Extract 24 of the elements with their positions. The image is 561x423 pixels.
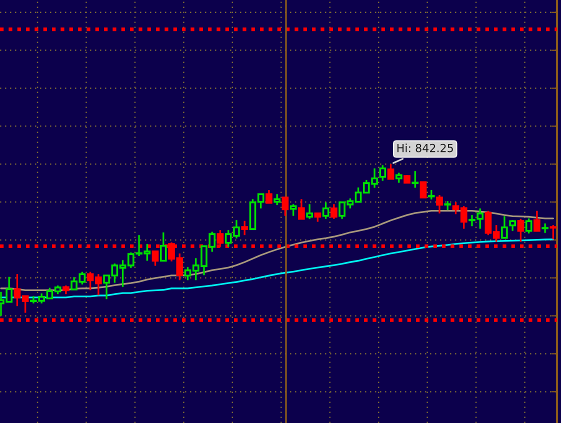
candlestick [160, 232, 167, 262]
candlestick [501, 215, 508, 239]
candlestick [298, 198, 305, 220]
candlestick [542, 222, 548, 234]
candlestick [266, 189, 272, 204]
candlestick [420, 181, 427, 198]
candlestick [387, 163, 394, 180]
candlestick [412, 170, 419, 189]
candlestick [525, 218, 532, 234]
candlestick [509, 219, 516, 232]
candlestick [152, 250, 159, 267]
candlestick [330, 203, 338, 220]
candlestick [306, 203, 313, 220]
candlestick [241, 220, 248, 236]
candlestick [428, 189, 435, 200]
candlestick [395, 172, 402, 184]
candlestick [534, 210, 540, 232]
candlestick [282, 196, 289, 217]
candlestick [517, 218, 524, 243]
candlestick [274, 193, 280, 206]
candlestick [436, 194, 443, 214]
text: Hi: 842.25 [397, 144, 453, 152]
candlestick [290, 203, 297, 217]
candlestick [322, 202, 330, 220]
